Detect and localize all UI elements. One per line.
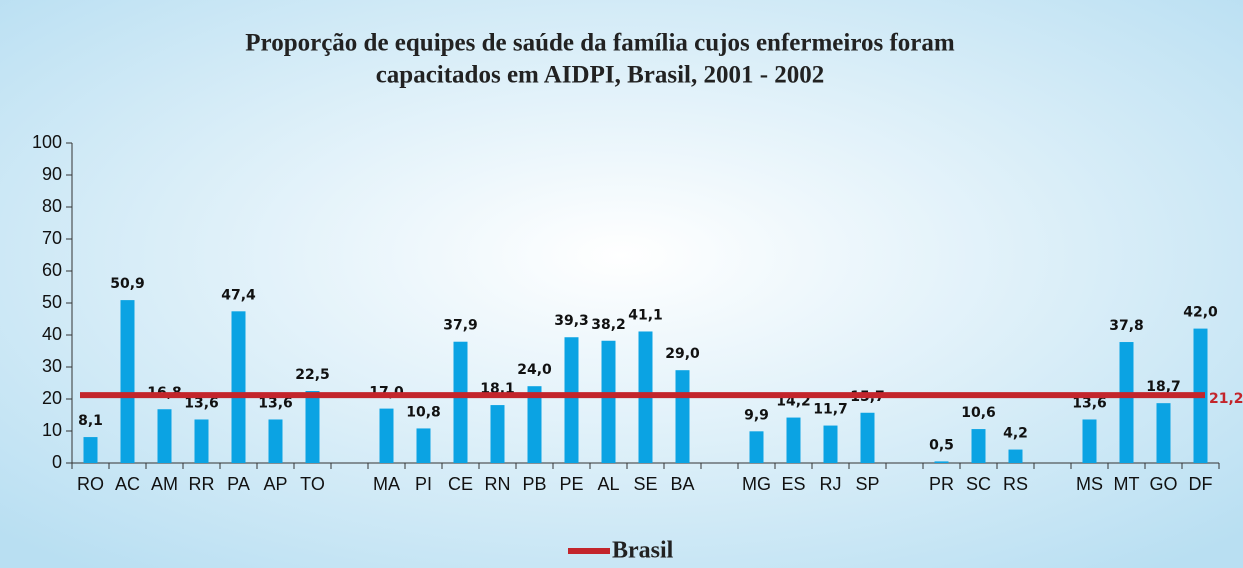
value-label: 41,1 <box>628 307 663 323</box>
bar <box>860 412 875 463</box>
bar <box>194 419 209 463</box>
x-tick-label: RR <box>189 474 215 494</box>
value-label: 38,2 <box>591 317 626 333</box>
bar <box>231 311 246 463</box>
x-tick-label: AM <box>151 474 178 494</box>
bar <box>83 437 98 463</box>
bar <box>675 370 690 463</box>
bar <box>749 431 764 463</box>
x-tick-label: SC <box>966 474 991 494</box>
x-tick-label: ES <box>781 474 805 494</box>
value-label: 10,6 <box>961 405 996 421</box>
bar <box>971 429 986 463</box>
y-tick-label: 80 <box>42 196 62 216</box>
value-label: 0,5 <box>929 437 954 453</box>
value-label: 42,0 <box>1183 305 1218 321</box>
y-tick-label: 90 <box>42 164 62 184</box>
y-tick-label: 0 <box>52 452 62 472</box>
x-tick-label: CE <box>448 474 473 494</box>
value-label: 9,9 <box>744 407 769 423</box>
x-tick-label: RO <box>77 474 104 494</box>
y-tick-label: 100 <box>32 132 62 152</box>
y-tick-label: 30 <box>42 356 62 376</box>
value-label: 37,8 <box>1109 318 1144 334</box>
y-tick-label: 70 <box>42 228 62 248</box>
x-tick-label: TO <box>300 474 325 494</box>
x-tick-label: RJ <box>820 474 842 494</box>
x-tick-label: DF <box>1189 474 1213 494</box>
bar <box>601 340 616 463</box>
value-label: 47,4 <box>221 287 256 303</box>
value-label: 13,6 <box>258 395 293 411</box>
x-tick-label: PE <box>559 474 583 494</box>
y-tick-label: 60 <box>42 260 62 280</box>
chart-title: capacitados em AIDPI, Brasil, 2001 - 200… <box>376 62 825 89</box>
y-tick-label: 20 <box>42 388 62 408</box>
bar <box>379 408 394 463</box>
value-label: 18,7 <box>1146 379 1181 395</box>
y-tick-label: 40 <box>42 324 62 344</box>
value-label: 50,9 <box>110 276 145 292</box>
x-tick-label: PI <box>415 474 432 494</box>
bar <box>490 405 505 463</box>
x-tick-label: SE <box>633 474 657 494</box>
value-label: 13,6 <box>1072 395 1107 411</box>
chart-title: Proporção de equipes de saúde da família… <box>245 30 955 57</box>
bar <box>1119 342 1134 463</box>
y-tick-label: 50 <box>42 292 62 312</box>
bar <box>1008 449 1023 463</box>
bar <box>934 461 949 463</box>
x-tick-label: RS <box>1003 474 1028 494</box>
y-tick-label: 10 <box>42 420 62 440</box>
value-label: 22,5 <box>295 367 330 383</box>
bar <box>416 428 431 463</box>
x-tick-label: MS <box>1076 474 1103 494</box>
reference-label: 21,2 <box>1209 391 1243 407</box>
legend-label: Brasil <box>612 538 674 564</box>
x-tick-label: PB <box>522 474 546 494</box>
x-tick-label: AP <box>263 474 287 494</box>
bar <box>564 337 579 463</box>
value-label: 37,9 <box>443 318 478 334</box>
bar <box>268 419 283 463</box>
x-tick-label: BA <box>670 474 694 494</box>
value-label: 10,8 <box>406 404 441 420</box>
value-label: 4,2 <box>1003 426 1028 442</box>
x-tick-label: RN <box>485 474 511 494</box>
value-label: 29,0 <box>665 346 700 362</box>
bar <box>1156 403 1171 463</box>
value-label: 24,0 <box>517 362 552 378</box>
x-tick-label: PR <box>929 474 954 494</box>
bar <box>453 341 468 463</box>
bar <box>786 417 801 463</box>
value-label: 13,6 <box>184 395 219 411</box>
value-label: 11,7 <box>813 402 848 418</box>
x-tick-label: MG <box>742 474 771 494</box>
bar <box>305 391 320 463</box>
bar <box>157 409 172 463</box>
x-tick-label: SP <box>855 474 879 494</box>
bar <box>823 425 838 463</box>
x-tick-label: MT <box>1114 474 1140 494</box>
value-label: 39,3 <box>554 313 589 329</box>
x-tick-label: GO <box>1149 474 1177 494</box>
bar <box>1082 419 1097 463</box>
x-tick-label: AL <box>597 474 619 494</box>
x-tick-label: AC <box>115 474 140 494</box>
bar <box>120 300 135 463</box>
bar <box>527 386 542 463</box>
value-label: 8,1 <box>78 413 103 429</box>
x-tick-label: MA <box>373 474 400 494</box>
x-tick-label: PA <box>227 474 250 494</box>
